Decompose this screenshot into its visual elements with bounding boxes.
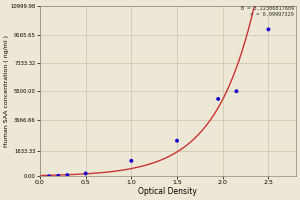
Point (56, 174, 61, 177)
X-axis label: Optical Density: Optical Density (139, 187, 197, 196)
Point (234, 90, 239, 93)
Text: B = 3.22306817609
r = 0.99997329: B = 3.22306817609 r = 0.99997329 (241, 6, 294, 17)
Y-axis label: Human SAA concentration ( ng/ml ): Human SAA concentration ( ng/ml ) (4, 35, 9, 147)
Point (83, 172, 88, 175)
Point (47, 175, 52, 178)
Point (129, 159, 134, 162)
Point (266, 28, 271, 31)
Point (175, 139, 179, 142)
Point (65, 173, 70, 177)
Point (216, 97, 220, 101)
